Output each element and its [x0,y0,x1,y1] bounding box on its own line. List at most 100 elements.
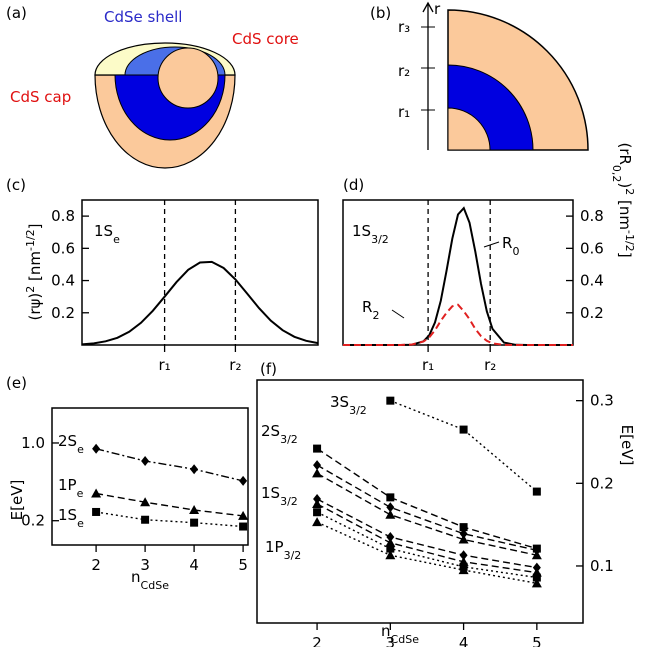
annotation-part: 2S [261,422,280,440]
marker [458,565,469,575]
series-line [95,492,244,517]
panel-label: (f) [260,360,277,378]
annotation-part: 1S [58,506,77,524]
y-axis-label-part: [nm [616,195,634,230]
plot-frame [342,199,574,346]
marker [141,455,150,466]
panel-label: (c) [6,176,26,194]
label-core: CdS core [232,30,299,48]
y-tick-label: 0.3 [590,392,614,410]
marker [141,515,150,524]
annotation-part: 3/2 [371,233,389,246]
marker [238,510,249,520]
series-line [343,303,573,346]
series-line [316,498,537,569]
marker [140,497,151,507]
annotation: 1Se [58,506,84,530]
annotation-part: R [502,234,512,252]
marker [312,468,323,478]
series-line [316,448,537,550]
marker [190,518,199,527]
x-tick-label: 3 [386,634,396,647]
marker [385,550,396,560]
marker [239,522,248,531]
x-axis-label-part: CdSe [391,633,420,646]
y-axis-label-part: ] [616,252,634,258]
marker [459,425,468,434]
core [157,47,219,109]
y-axis-label-part: E[eV] [8,480,26,521]
annotation: 1P3/2 [265,538,301,562]
y-tick-label: 0.4 [51,272,75,290]
annotation-part: 3/2 [280,433,298,446]
x-tick-label: 4 [189,556,199,574]
x-axis-label: nCdSe [131,568,169,592]
marker [91,488,102,498]
axis-label: r [434,0,441,18]
x-tick-label: 2 [312,634,322,647]
marker [386,493,395,502]
series-line [316,511,537,579]
annotation-part: 3/2 [280,495,298,508]
annotation-part: 1S [352,222,371,240]
tick-label: r₁ [398,103,410,121]
marker [532,487,541,496]
marker [385,509,396,519]
panel-label: (d) [343,176,364,194]
y-tick-label: 0.4 [580,272,604,290]
annotation: 1S3/2 [352,222,389,246]
y-axis-label-part: 2 [24,286,37,293]
y-axis-label-part: (rψ) [26,293,44,321]
y-tick-label: 0.6 [580,239,604,257]
y-axis-label-part: (rR [616,142,634,164]
y-axis-label-part: -1/2 [24,229,37,251]
x-tick-label: r₁ [159,356,171,374]
y-tick-label: 0.2 [21,512,45,530]
x-tick-label: r₂ [229,356,241,374]
y-axis-label-part: 0,2 [611,165,624,183]
y-axis-label-part: [nm [26,251,44,286]
series-line [343,206,573,346]
annotation-part: e [77,517,84,530]
marker [459,550,468,561]
y-axis-label-part: -1/2 [624,230,637,252]
marker [532,573,541,582]
series-line [95,511,244,528]
plot-frame [51,407,249,546]
y-axis-label-part: ) [616,182,634,188]
y-tick-label: 0.8 [580,207,604,225]
series-line [316,472,537,556]
annotation-part: 2 [372,309,379,322]
annotation: 2S3/2 [261,422,298,446]
y-axis-label-part: ] [26,223,44,229]
annotation-part: 1P [265,538,284,556]
marker [386,396,395,405]
marker [531,578,542,588]
panel-label: (a) [6,4,27,22]
marker [239,475,248,486]
y-axis-label: (rR0,2)2 [nm-1/2] [611,142,637,257]
y-axis-label-part: 2 [624,188,637,195]
r-arrow [422,1,434,13]
marker [458,534,469,544]
marker [92,443,101,454]
marker [92,507,101,516]
annotation-part: 1P [58,476,77,494]
annotation-part: 3/2 [284,549,302,562]
annotation-part: 0 [512,245,519,258]
annotation-part: 1S [261,484,280,502]
x-tick-label: 5 [238,556,248,574]
y-tick-label: 0.2 [590,474,614,492]
leader [391,309,405,319]
core-region [447,107,491,151]
x-axis-label-part: n [131,568,141,586]
panel-label: (e) [6,374,27,392]
y-tick-label: 0.2 [580,304,604,322]
x-tick-label: r₁ [422,356,434,374]
annotation-part: e [113,233,120,246]
series-line [95,448,244,482]
y-axis-label-part: E[eV] [618,425,636,466]
x-tick-label: 3 [140,556,150,574]
label-shell: CdSe shell [104,8,182,26]
